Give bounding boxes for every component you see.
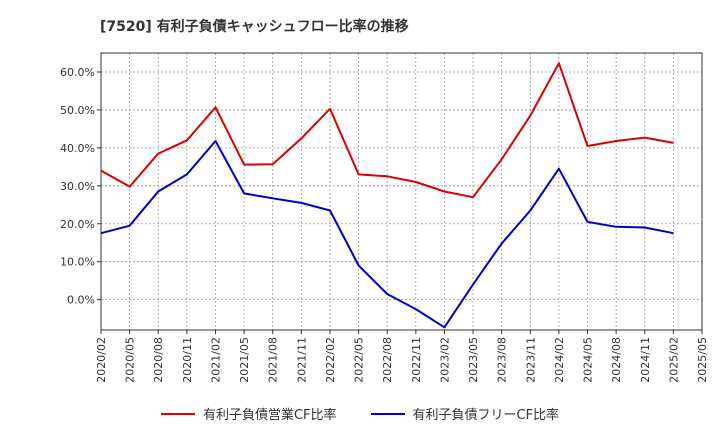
x-tick-label: 2021/08 <box>267 337 280 383</box>
x-tick-label: 2024/08 <box>610 337 623 383</box>
legend-swatch-free-cf <box>370 412 405 415</box>
plot-area <box>100 52 703 331</box>
x-tick-label: 2023/05 <box>467 337 480 383</box>
x-tick-label: 2024/11 <box>639 337 652 383</box>
x-tick-label: 2025/02 <box>667 337 680 383</box>
x-tick-label: 2021/02 <box>209 337 222 383</box>
x-tick-label: 2020/02 <box>95 337 108 383</box>
x-tick-label: 2023/08 <box>496 337 509 383</box>
x-tick-label: 2022/08 <box>381 337 394 383</box>
x-tick-label: 2024/02 <box>553 337 566 383</box>
legend-item-operating-cf: 有利子負債営業CF比率 <box>160 404 337 423</box>
y-tick-label: 40.0% <box>60 142 95 155</box>
y-tick-label: 60.0% <box>60 66 95 79</box>
y-tick-label: 10.0% <box>60 256 95 269</box>
legend-swatch-operating-cf <box>160 412 195 415</box>
x-tick-label: 2020/05 <box>124 337 137 383</box>
x-tick-label: 2020/11 <box>181 337 194 383</box>
x-tick-label: 2022/11 <box>410 337 423 383</box>
y-tick-label: 30.0% <box>60 180 95 193</box>
x-tick-label: 2023/11 <box>524 337 537 383</box>
x-tick-label: 2021/11 <box>295 337 308 383</box>
series-line-free-cf <box>100 140 674 329</box>
x-tick-label: 2022/02 <box>324 337 337 383</box>
x-tick-label: 2022/05 <box>353 337 366 383</box>
y-tick-label: 20.0% <box>60 218 95 231</box>
x-tick-label: 2021/05 <box>238 337 251 383</box>
y-tick-label: 0.0% <box>67 294 95 307</box>
x-tick-label: 2023/02 <box>438 337 451 383</box>
x-tick-label: 2024/05 <box>582 337 595 383</box>
chart-title: [7520] 有利子負債キャッシュフロー比率の推移 <box>100 19 409 35</box>
legend-label-operating-cf: 有利子負債営業CF比率 <box>202 408 337 423</box>
x-tick-label: 2025/05 <box>696 337 709 383</box>
legend-label-free-cf: 有利子負債フリーCF比率 <box>412 408 560 423</box>
y-tick-label: 50.0% <box>60 104 95 117</box>
legend-item-free-cf: 有利子負債フリーCF比率 <box>370 404 560 423</box>
series-line-operating-cf <box>100 62 674 199</box>
x-tick-label: 2020/08 <box>152 337 165 383</box>
legend: 有利子負債営業CF比率 有利子負債フリーCF比率 <box>0 404 720 423</box>
